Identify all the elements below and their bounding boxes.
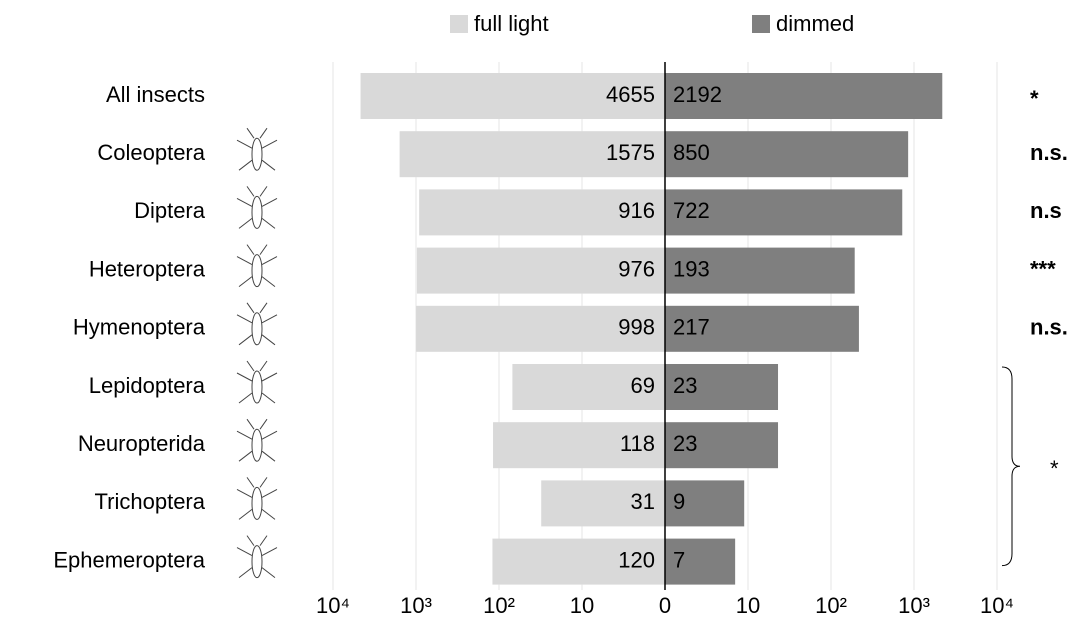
legend-label: dimmed xyxy=(776,11,854,36)
insect-icon xyxy=(236,127,278,171)
category-label: Neuropterida xyxy=(78,431,206,456)
category-label: All insects xyxy=(106,82,205,107)
bar xyxy=(399,131,665,178)
value-label: 120 xyxy=(618,547,655,572)
significance-label: n.s. xyxy=(1030,140,1068,165)
bar xyxy=(665,538,736,585)
insect-icon xyxy=(236,477,278,520)
category-label: Coleoptera xyxy=(97,140,205,165)
value-label: 31 xyxy=(631,489,655,514)
x-tick-label: 10⁴ xyxy=(980,593,1014,618)
value-label: 118 xyxy=(620,431,655,456)
category-label: Hymenoptera xyxy=(73,315,206,340)
bar xyxy=(665,364,779,410)
bar xyxy=(512,364,665,410)
insect-icon xyxy=(251,137,263,171)
insect-icon xyxy=(251,545,263,579)
insect-icon xyxy=(251,486,263,520)
significance-label: n.s xyxy=(1030,198,1062,223)
bar xyxy=(419,189,665,236)
category-label: Trichoptera xyxy=(95,489,206,514)
value-label: 193 xyxy=(673,256,710,281)
bar xyxy=(541,480,665,527)
insect-icon xyxy=(236,360,278,404)
value-label: 217 xyxy=(673,315,710,340)
bar xyxy=(665,247,855,294)
x-tick-label: 10³ xyxy=(898,593,930,618)
x-tick-label: 10² xyxy=(815,593,847,618)
bar xyxy=(492,538,665,585)
brace xyxy=(1001,366,1021,567)
value-label: 2192 xyxy=(673,82,722,107)
significance-label: *** xyxy=(1030,256,1056,281)
insect-icon xyxy=(251,312,263,346)
category-label: Diptera xyxy=(134,198,206,223)
x-tick-label: 10³ xyxy=(400,593,432,618)
bar xyxy=(416,305,665,352)
significance-label: n.s. xyxy=(1030,315,1068,340)
value-label: 69 xyxy=(631,373,655,398)
value-label: 916 xyxy=(618,198,655,223)
group-significance-label: * xyxy=(1050,456,1059,481)
value-label: 1575 xyxy=(606,140,655,165)
legend-swatch xyxy=(752,15,770,33)
bar xyxy=(493,422,665,469)
value-label: 23 xyxy=(673,431,697,456)
insect-icon xyxy=(251,370,263,404)
value-label: 850 xyxy=(673,140,710,165)
value-label: 4655 xyxy=(606,82,655,107)
bar xyxy=(665,305,859,352)
bar xyxy=(416,247,665,294)
bar xyxy=(665,73,943,119)
x-tick-label: 10² xyxy=(483,593,515,618)
legend-label: full light xyxy=(474,11,549,36)
value-label: 7 xyxy=(673,547,685,572)
bar xyxy=(360,73,665,119)
insect-icon xyxy=(251,428,263,462)
bar xyxy=(665,422,779,469)
insect-icon xyxy=(251,195,263,229)
x-tick-label: 10 xyxy=(570,593,594,618)
insect-icon xyxy=(236,535,278,578)
value-label: 9 xyxy=(673,489,685,514)
value-label: 998 xyxy=(618,315,655,340)
significance-label: * xyxy=(1030,86,1039,111)
x-tick-label: 0 xyxy=(659,593,671,618)
x-tick-label: 10⁴ xyxy=(316,593,350,618)
bar xyxy=(665,480,745,527)
insect-icon xyxy=(236,186,278,229)
value-label: 23 xyxy=(673,373,697,398)
insect-icon xyxy=(251,254,263,288)
value-label: 976 xyxy=(618,256,655,281)
insect-icon xyxy=(236,244,278,287)
insect-icon xyxy=(236,418,278,462)
bar xyxy=(665,189,903,236)
x-tick-label: 10 xyxy=(736,593,760,618)
bar xyxy=(665,131,909,178)
category-label: Lepidoptera xyxy=(89,373,206,398)
value-label: 722 xyxy=(673,198,710,223)
insect-icon xyxy=(236,302,278,346)
category-label: Ephemeroptera xyxy=(53,547,205,572)
category-label: Heteroptera xyxy=(89,256,206,281)
legend-swatch xyxy=(450,15,468,33)
